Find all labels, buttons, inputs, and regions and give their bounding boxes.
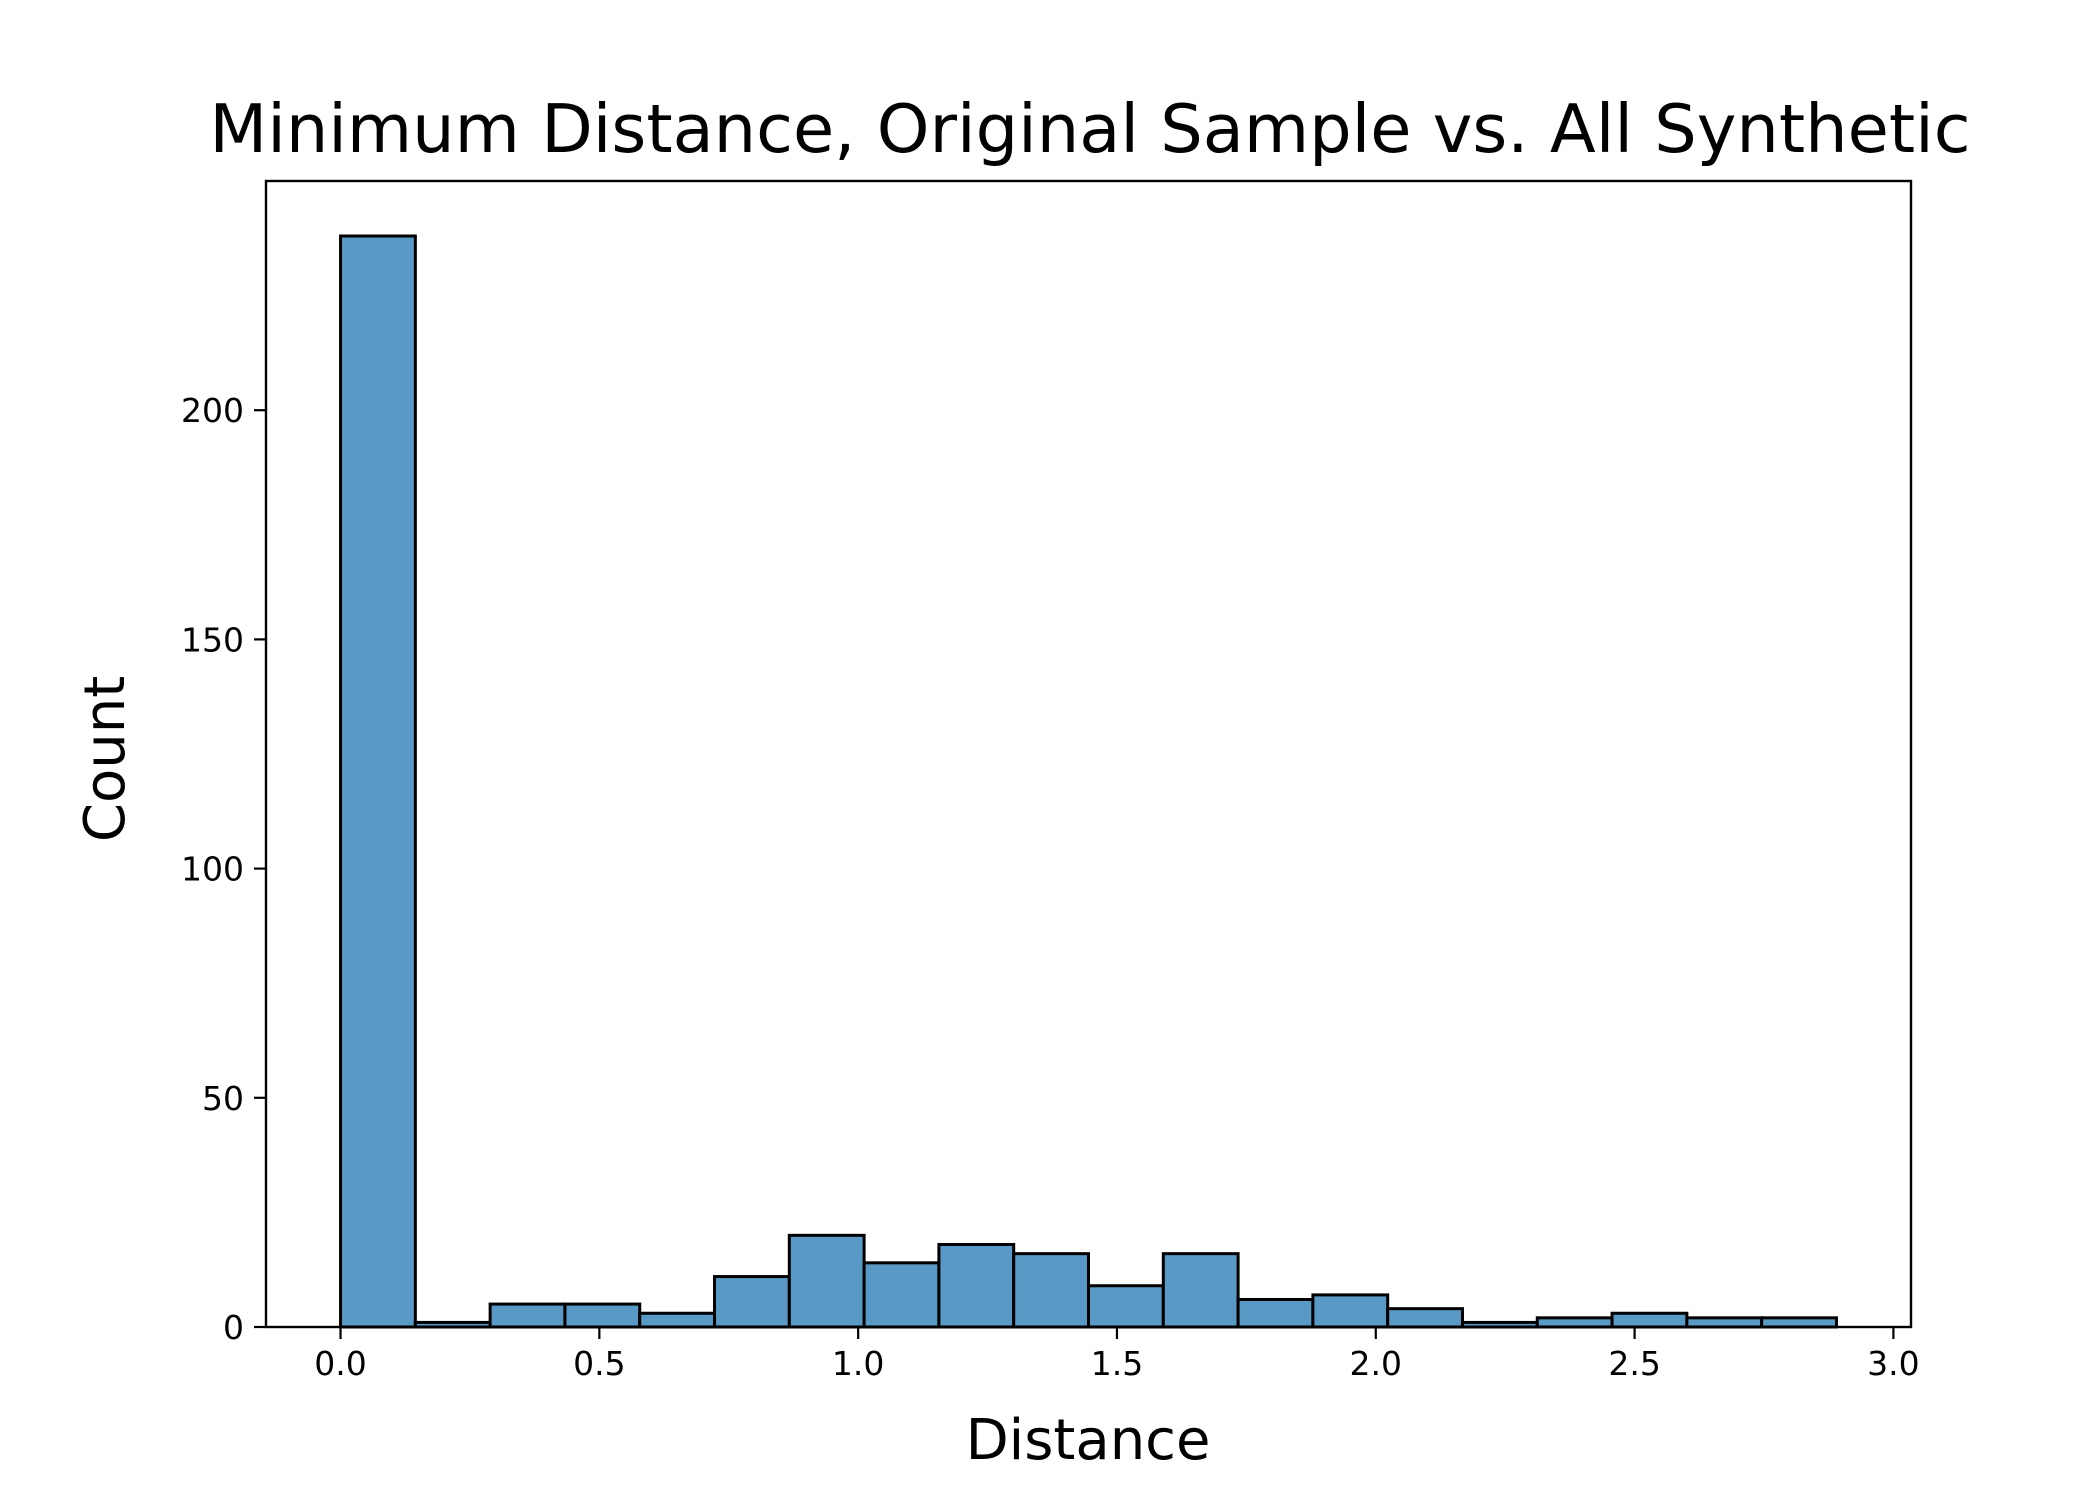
y-tick-label: 100 [181,850,244,889]
histogram-bar [1161,1252,1240,1329]
histogram-bar [1012,1252,1091,1329]
histogram-bar [1535,1316,1614,1329]
histogram-bar [787,1233,866,1329]
x-tick-label: 2.5 [1608,1344,1660,1383]
histogram-bar [339,234,417,1329]
x-tick-label: 1.5 [1091,1344,1143,1383]
y-tick-label: 150 [181,620,244,659]
y-axis-label: Count [73,676,138,842]
y-tick-label: 0 [223,1308,244,1347]
histogram-bar [862,1261,941,1329]
histogram-bar [488,1302,567,1329]
histogram-bar [1087,1284,1165,1329]
histogram-bar [638,1311,717,1329]
x-tick-label: 0.5 [573,1344,625,1383]
histogram-bar [1386,1307,1464,1329]
x-tick-label: 0.0 [314,1344,366,1383]
x-tick-label: 1.0 [832,1344,884,1383]
histogram-bars [339,234,1838,1329]
y-tick-label: 200 [181,391,244,430]
histogram-bar [563,1302,642,1329]
plot-frame [264,179,1913,1329]
histogram-bar [1311,1293,1390,1329]
y-tick-label: 50 [202,1079,244,1118]
histogram-bar [1685,1316,1764,1329]
y-axis-ticks: 0 50 100 150 200 [181,391,266,1347]
histogram-bar [1610,1311,1689,1329]
histogram-bar [713,1275,791,1329]
x-tick-label: 3.0 [1867,1344,1919,1383]
chart-title: Minimum Distance, Original Sample vs. Al… [209,90,1970,168]
x-axis-ticks: 0.0 0.5 1.0 1.5 2.0 2.5 3.0 [314,1327,1920,1383]
histogram-bar [1236,1298,1315,1329]
x-axis-label: Distance [966,1408,1211,1473]
histogram-bar [1760,1316,1838,1329]
histogram-bar [937,1242,1016,1329]
x-tick-label: 2.0 [1350,1344,1402,1383]
